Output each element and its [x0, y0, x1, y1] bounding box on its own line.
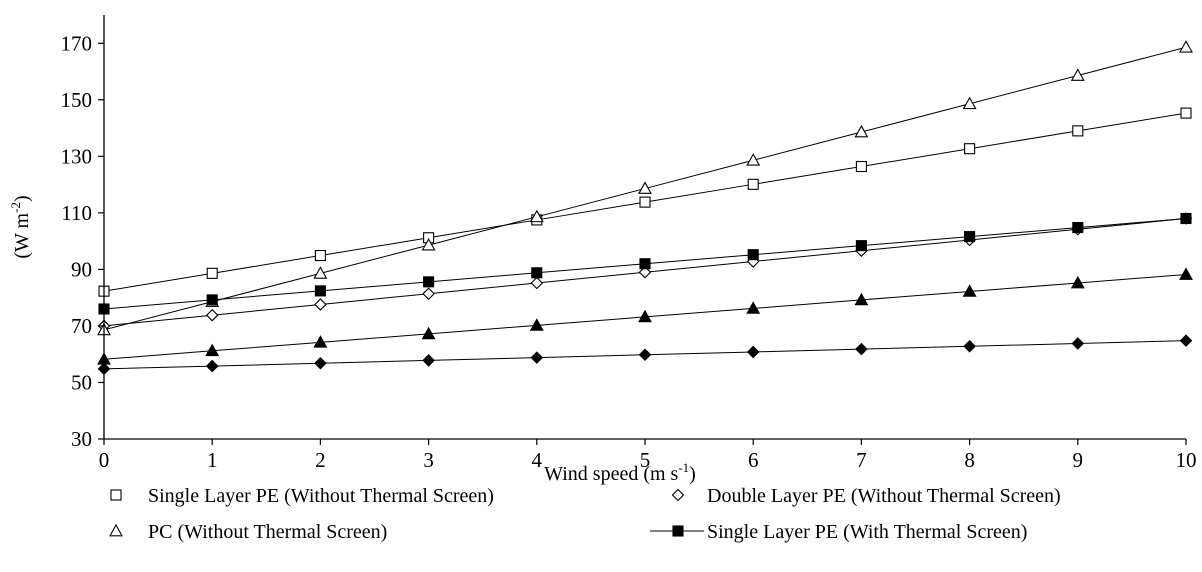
data-point — [1071, 337, 1085, 350]
data-point — [205, 343, 220, 357]
data-point — [963, 340, 976, 353]
legend-label: Double Layer PE (Without Thermal Screen) — [707, 485, 1061, 507]
y-tick-label: 50 — [71, 370, 92, 394]
legend-marker — [672, 525, 684, 537]
y-tick-label: 70 — [71, 314, 92, 338]
data-point — [529, 209, 544, 223]
data-point — [531, 267, 543, 279]
x-axis-title: Wind speed (m s-1) — [544, 460, 696, 485]
x-tick-label: 7 — [856, 448, 867, 472]
x-tick-label: 8 — [964, 448, 975, 472]
data-point — [314, 356, 327, 370]
y-tick-label: 150 — [61, 88, 93, 112]
legend-marker — [109, 523, 123, 537]
data-point — [639, 258, 651, 270]
data-point — [1180, 212, 1192, 225]
data-point — [530, 351, 544, 364]
data-point — [1179, 334, 1193, 347]
x-tick-label: 6 — [748, 448, 759, 472]
series-5 — [97, 267, 1193, 365]
data-point — [314, 285, 326, 297]
x-tick-label: 2 — [315, 448, 326, 472]
y-tick-label: 30 — [71, 427, 92, 451]
y-tick-label: 130 — [61, 144, 93, 168]
x-tick-label: 5 — [640, 448, 651, 472]
axes-layer — [103, 15, 1186, 440]
data-point — [205, 359, 219, 373]
data-point — [638, 181, 652, 194]
data-point — [206, 267, 218, 279]
data-point — [962, 284, 977, 297]
data-point — [314, 298, 327, 311]
data-point — [747, 249, 759, 261]
ticks-layer: 30 50 70 90 110 130 150 170 0 1 2 3 4 5 6 7 8 9 10 — [61, 31, 1197, 472]
y-tick-label: 170 — [61, 31, 93, 55]
data-point — [313, 266, 328, 279]
legend-label: PC (Without Thermal Screen) — [148, 521, 387, 543]
x-tick-label: 4 — [532, 448, 543, 472]
data-point — [746, 345, 760, 359]
y-axis-title: (W m-2) — [8, 195, 33, 258]
data-point — [422, 354, 435, 367]
data-point — [1180, 107, 1192, 119]
data-point — [314, 249, 326, 262]
data-point — [638, 348, 652, 362]
data-point — [854, 292, 869, 306]
data-point — [421, 237, 436, 251]
y-tick-label: 90 — [71, 257, 92, 281]
data-point — [1179, 40, 1193, 53]
series-layer — [97, 40, 1193, 376]
data-point — [422, 287, 435, 300]
data-point — [1070, 275, 1085, 289]
legend-label: Single Layer PE (With Thermal Screen) — [707, 521, 1027, 543]
data-point — [423, 276, 435, 288]
data-point — [964, 143, 976, 155]
legend-label: Single Layer PE (Without Thermal Screen) — [148, 485, 494, 507]
data-point — [746, 301, 761, 314]
data-point — [1072, 125, 1084, 137]
legend-item: Single Layer PE (With Thermal Screen) — [650, 521, 1027, 543]
legend-marker — [671, 488, 685, 502]
y-tick-label: 110 — [61, 201, 92, 225]
data-point — [1179, 267, 1193, 280]
data-point — [638, 265, 652, 279]
data-point — [638, 309, 652, 323]
legend-item: Single Layer PE (Without Thermal Screen) — [110, 485, 494, 507]
data-point — [746, 153, 761, 166]
data-point — [313, 335, 328, 348]
data-point — [962, 96, 977, 110]
data-point — [529, 318, 544, 331]
legend-item: Double Layer PE (Without Thermal Screen) — [671, 485, 1061, 507]
legend-marker — [110, 489, 122, 501]
x-tick-label: 10 — [1176, 448, 1197, 472]
series-6 — [97, 334, 1193, 376]
x-tick-label: 1 — [207, 448, 218, 472]
data-point — [206, 294, 218, 306]
data-point — [1070, 68, 1085, 81]
data-point — [530, 276, 544, 290]
data-point — [854, 124, 869, 138]
data-point — [205, 308, 219, 322]
data-point — [1072, 222, 1084, 234]
x-tick-label: 9 — [1073, 448, 1084, 472]
series-4 — [98, 212, 1192, 315]
legend-item: PC (Without Thermal Screen) — [109, 521, 387, 543]
data-point — [964, 231, 976, 243]
data-point — [747, 178, 759, 190]
data-point — [421, 326, 436, 340]
x-tick-label: 0 — [99, 448, 110, 472]
x-tick-label: 3 — [423, 448, 434, 472]
data-point — [855, 342, 868, 356]
series-3 — [97, 40, 1193, 336]
data-point — [639, 196, 651, 208]
data-point — [855, 160, 867, 173]
legend: Single Layer PE (Without Thermal Screen)… — [109, 485, 1061, 543]
data-point — [855, 240, 867, 252]
